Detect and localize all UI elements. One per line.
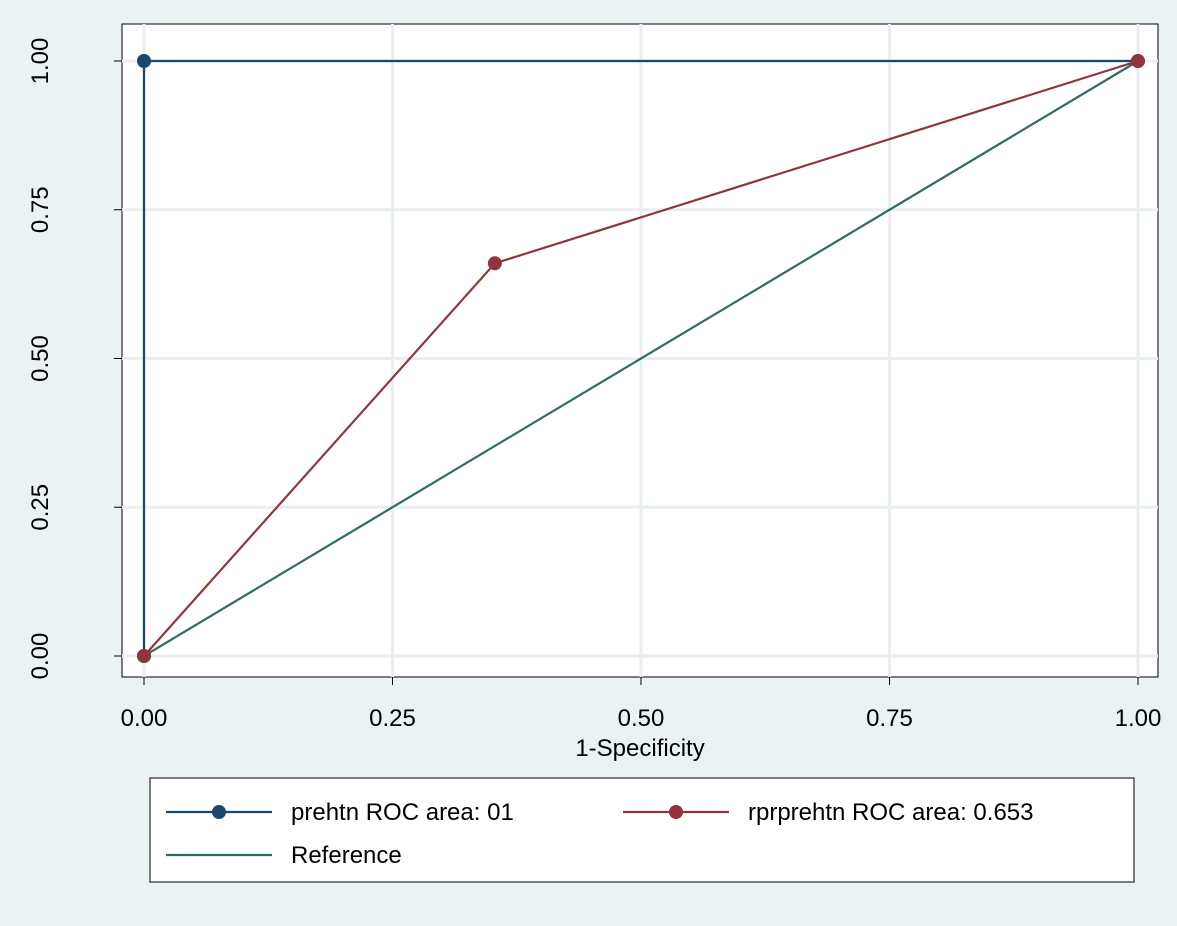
- x-tick-label-3: 0.75: [866, 705, 913, 732]
- series-1-point-2: [1131, 54, 1145, 68]
- series-layer: [137, 54, 1145, 663]
- y-tick-label-0: 0.00: [27, 633, 54, 680]
- series-1-point-0: [137, 649, 151, 663]
- x-tick-label-0: 0.00: [121, 705, 168, 732]
- legend-label-2: Reference: [291, 842, 402, 869]
- series-line-2: [143, 60, 1139, 657]
- legend-marker-1: [669, 805, 683, 819]
- x-tick-label-2: 0.50: [618, 705, 665, 732]
- legend-label-1: rprprehtn ROC area: 0.653: [748, 799, 1033, 826]
- legend-label-0: prehtn ROC area: 01: [291, 799, 514, 826]
- x-axis-title: 1-Specificity: [575, 735, 704, 762]
- series-0-point-1: [137, 54, 151, 68]
- x-tick-label-1: 0.25: [369, 705, 416, 732]
- legend: prehtn ROC area: 01 rprprehtn ROC area: 0…: [149, 777, 1135, 883]
- legend-box: [149, 777, 1135, 883]
- x-tick-label-4: 1.00: [1115, 705, 1162, 732]
- y-tick-label-4: 1.00: [27, 38, 54, 85]
- legend-marker-0: [212, 805, 226, 819]
- y-tick-label-3: 0.75: [27, 186, 54, 233]
- y-tick-label-2: 0.50: [27, 335, 54, 382]
- axis-layer: 0.00 0.25 0.50 0.75 1.00 0.00 0.25 0.50 0.75 1.00: [27, 38, 1161, 732]
- series-1-point-1: [487, 256, 502, 271]
- y-tick-label-1: 0.25: [27, 484, 54, 531]
